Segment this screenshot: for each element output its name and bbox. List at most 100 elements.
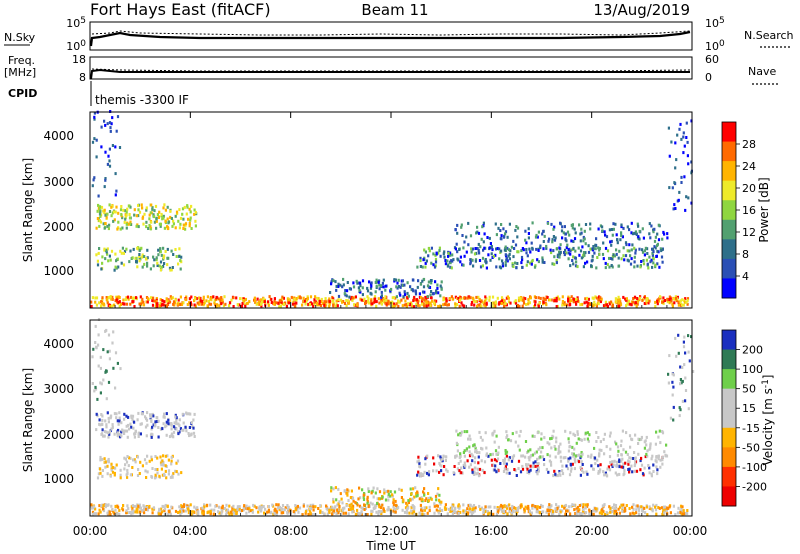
cpid-label: CPID	[8, 87, 37, 100]
range-gate-cell	[175, 255, 178, 258]
range-gate-cell	[625, 304, 628, 308]
range-gate-cell	[525, 463, 528, 467]
range-gate-cell	[576, 430, 579, 434]
range-gate-cell	[561, 295, 564, 299]
range-gate-cell	[391, 296, 394, 300]
range-gate-cell	[289, 299, 292, 303]
range-gate-cell	[656, 472, 659, 476]
range-gate-cell	[526, 467, 529, 471]
range-gate-cell	[399, 293, 402, 297]
range-gate-cell	[421, 509, 424, 513]
range-gate-cell	[529, 448, 532, 452]
range-gate-cell	[561, 300, 564, 303]
range-gate-cell	[178, 418, 181, 422]
range-gate-cell	[395, 302, 398, 306]
range-gate-cell	[101, 418, 104, 422]
range-gate-cell	[164, 208, 167, 212]
range-gate-cell	[445, 299, 448, 303]
nsky-label: N.Sky	[4, 31, 36, 44]
range-gate-cell	[499, 505, 502, 509]
range-gate-cell	[536, 510, 539, 514]
range-gate-cell	[286, 504, 289, 507]
range-gate-cell	[675, 158, 678, 162]
range-gate-cell	[655, 460, 658, 464]
range-gate-cell	[194, 297, 197, 301]
range-gate-cell	[500, 234, 503, 238]
range-gate-cell	[108, 203, 111, 207]
range-gate-cell	[214, 297, 217, 301]
range-gate-cell	[123, 432, 126, 435]
range-gate-cell	[531, 503, 534, 507]
range-gate-cell	[447, 507, 451, 511]
range-gate-cell	[513, 247, 516, 250]
range-gate-cell	[434, 494, 438, 498]
range-gate-cell	[561, 509, 564, 513]
range-gate-cell	[438, 507, 441, 511]
range-gate-cell	[104, 430, 107, 434]
range-gate-cell	[657, 435, 660, 439]
range-gate-cell	[212, 512, 215, 516]
range-gate-cell	[519, 470, 523, 474]
range-gate-cell	[149, 267, 152, 271]
range-gate-cell	[541, 504, 544, 508]
range-gate-cell	[392, 296, 396, 300]
range-gate-cell	[315, 301, 319, 305]
range-gate-cell	[328, 302, 331, 306]
range-gate-cell	[574, 454, 577, 458]
range-gate-cell	[348, 287, 351, 291]
range-gate-cell	[401, 279, 404, 283]
range-gate-cell	[231, 508, 234, 512]
range-gate-cell	[655, 465, 658, 469]
range-gate-cell	[151, 467, 154, 470]
range-gate-cell	[629, 445, 632, 449]
range-gate-cell	[430, 290, 433, 293]
range-gate-cell	[593, 251, 596, 255]
range-gate-cell	[542, 240, 545, 243]
range-gate-cell	[423, 470, 426, 474]
range-gate-cell	[295, 301, 298, 305]
colorbar-tick-label: 20	[742, 182, 756, 195]
range-gate-cell	[561, 236, 564, 240]
range-gate-cell	[654, 300, 657, 304]
range-gate-cell	[648, 255, 651, 259]
range-gate-cell	[101, 255, 104, 259]
range-gate-cell	[651, 251, 654, 255]
range-gate-cell	[390, 300, 393, 304]
range-gate-cell	[517, 459, 521, 463]
range-gate-cell	[495, 470, 498, 474]
range-gate-cell	[574, 249, 577, 253]
range-gate-cell	[146, 297, 150, 301]
range-gate-cell	[465, 447, 468, 451]
range-gate-cell	[484, 258, 487, 261]
range-gate-cell	[681, 399, 684, 403]
range-gate-cell	[113, 471, 116, 475]
range-gate-cell	[504, 232, 507, 236]
range-gate-cell	[358, 486, 361, 490]
range-gate-cell	[553, 299, 556, 303]
range-gate-cell	[113, 218, 116, 222]
range-gate-cell	[533, 435, 536, 438]
range-gate-cell	[298, 506, 302, 510]
range-gate-cell	[256, 297, 259, 301]
range-gate-cell	[97, 333, 100, 337]
range-gate-cell	[620, 503, 623, 507]
range-gate-cell	[151, 507, 154, 511]
range-gate-cell	[463, 304, 466, 308]
range-gate-cell	[170, 434, 173, 438]
range-gate-cell	[573, 467, 576, 471]
range-gate-cell	[170, 296, 173, 300]
range-gate-cell	[359, 290, 362, 294]
range-gate-cell	[632, 300, 635, 304]
range-gate-cell	[589, 455, 592, 459]
range-gate-cell	[535, 510, 538, 514]
range-gate-cell	[546, 221, 550, 225]
range-gate-cell	[193, 208, 196, 212]
range-gate-cell	[628, 302, 631, 306]
range-gate-cell	[164, 303, 167, 307]
range-gate-cell	[455, 242, 458, 246]
range-gate-cell	[523, 507, 526, 511]
range-gate-cell	[356, 503, 359, 507]
range-gate-cell	[169, 209, 172, 213]
range-gate-cell	[436, 492, 439, 496]
range-gate-cell	[199, 296, 202, 300]
